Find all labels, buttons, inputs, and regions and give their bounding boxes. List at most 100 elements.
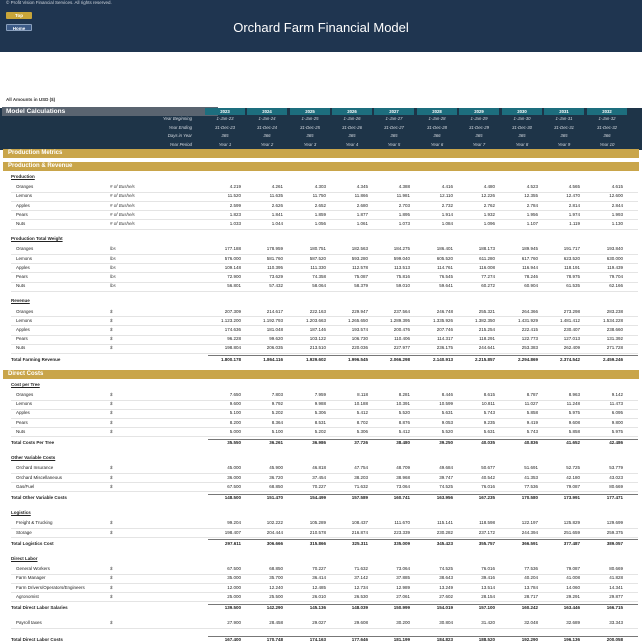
value-cell: 2.844 — [611, 202, 623, 208]
value-cell: 9.053 — [441, 419, 453, 425]
total-value-cell: 181.199 — [393, 637, 410, 643]
row-unit: $ — [110, 620, 113, 626]
value-cell: 27.602 — [439, 593, 453, 599]
value-cell: 1.033 — [229, 221, 241, 226]
value-cell: 244.641 — [478, 345, 495, 351]
value-cell: 227.977 — [393, 345, 410, 351]
year-header: 2023 — [205, 108, 245, 115]
period-cell: 1-Jan-29 — [470, 116, 488, 121]
value-cell: 111.670 — [394, 520, 410, 526]
value-cell: 1.203.663 — [305, 317, 326, 323]
total-value-cell: 170.580 — [521, 495, 538, 500]
value-cell: 204.444 — [266, 529, 283, 535]
value-cell: 57.432 — [269, 283, 283, 289]
total-value-cell: 163.446 — [563, 605, 580, 610]
total-value-cell: 154.019 — [436, 605, 453, 610]
value-cell: 78.246 — [524, 274, 538, 279]
value-cell: 76.545 — [439, 274, 453, 279]
value-cell: 191.717 — [563, 246, 580, 252]
value-cell: 2.762 — [483, 202, 495, 208]
total-value-cell: 200.058 — [606, 637, 623, 643]
period-cell: Year 2 — [260, 141, 274, 147]
value-cell: 71.632 — [354, 483, 368, 489]
value-cell: 62.166 — [609, 283, 623, 289]
value-cell: 7.650 — [229, 392, 241, 397]
value-cell: 2.732 — [441, 202, 453, 208]
value-cell: 630.000 — [606, 255, 623, 261]
top-button[interactable]: Top — [6, 12, 32, 19]
row-unit: $ — [110, 419, 113, 425]
value-cell: 9.800 — [611, 419, 623, 425]
row-unit: $ — [110, 474, 113, 480]
value-cell: 79.087 — [566, 566, 580, 572]
value-cell: 1.895 — [398, 211, 410, 217]
value-cell: 210.578 — [309, 529, 326, 535]
value-cell: 184.275 — [393, 246, 410, 252]
row-label: Orchard Insurance — [16, 465, 54, 471]
total-value-cell: 150.999 — [393, 605, 410, 610]
total-value-cell: 40.836 — [524, 440, 538, 445]
value-cell: 189.945 — [521, 246, 538, 252]
value-cell: 12.226 — [481, 193, 495, 199]
value-cell: 1.859 — [314, 211, 326, 217]
value-cell: 70.227 — [312, 566, 326, 572]
value-cell: 9.600 — [229, 401, 241, 407]
total-value-cell: 325.311 — [351, 540, 368, 546]
total-value-cell: 139.500 — [224, 605, 241, 610]
total-value-cell: 377.487 — [563, 540, 580, 546]
section-subheading: Cost per Tree — [11, 381, 40, 387]
value-cell: 80.669 — [609, 566, 623, 572]
total-value-cell: 355.757 — [478, 540, 495, 546]
value-cell: 246.748 — [436, 308, 453, 314]
value-cell: 5.100 — [271, 428, 283, 434]
row-unit: $ — [110, 428, 113, 434]
value-cell: 623.520 — [563, 255, 580, 261]
value-cell: 29.877 — [609, 593, 623, 599]
total-label: Total Direct Labor Salaries — [11, 605, 68, 610]
row-label: Farm Manager — [16, 575, 46, 581]
total-label: Total Logistics Cost — [11, 540, 54, 546]
value-cell: 1.044 — [271, 221, 283, 226]
value-cell: 39.747 — [439, 474, 453, 480]
period-cell: 31-Dec-23 — [214, 124, 236, 130]
value-cell: 12.240 — [269, 584, 283, 590]
section-subheading: Direct Labor — [11, 556, 38, 561]
total-value-cell: 148.039 — [351, 605, 368, 610]
value-cell: 75.087 — [354, 274, 368, 279]
total-value-cell: 174.163 — [309, 637, 326, 643]
value-cell: 59.641 — [439, 283, 453, 289]
period-cell: 31-Dec-27 — [383, 124, 405, 130]
value-cell: 4.615 — [611, 184, 623, 190]
value-cell: 1.382.350 — [474, 317, 495, 323]
value-cell: 10.188 — [354, 401, 368, 407]
value-cell: 576.000 — [224, 255, 241, 261]
total-value-cell: 177.471 — [606, 495, 623, 500]
value-cell: 67.500 — [227, 483, 241, 489]
total-value-cell: 1.996.545 — [347, 356, 368, 362]
value-cell: 58.379 — [354, 283, 368, 289]
value-cell: 9.142 — [611, 392, 623, 397]
total-value-cell: 389.057 — [606, 540, 623, 546]
value-cell: 45.000 — [227, 465, 241, 471]
value-cell: 29.608 — [354, 620, 368, 626]
year-header: 2032 — [587, 108, 627, 115]
value-cell: 29.291 — [566, 593, 580, 599]
year-header: 2026 — [332, 108, 372, 115]
value-cell: 9.235 — [483, 419, 495, 425]
row-unit: $ — [110, 575, 113, 581]
value-cell: 5.100 — [229, 410, 241, 416]
value-cell: 32.048 — [524, 620, 538, 626]
value-cell: 56.801 — [227, 283, 241, 289]
home-button[interactable]: Home — [6, 24, 32, 31]
value-cell: 198.407 — [224, 529, 241, 535]
year-header: 2029 — [459, 108, 499, 115]
top-banner: © Profit Vision Financial Services. All … — [0, 0, 642, 52]
value-cell: 77.536 — [524, 566, 538, 572]
value-cell: 35.000 — [227, 575, 241, 581]
value-cell: 72.900 — [227, 274, 241, 279]
value-cell: 77.274 — [481, 274, 495, 279]
value-cell: 216.874 — [351, 529, 368, 535]
value-cell: 76.016 — [481, 483, 495, 489]
value-cell: 40.542 — [481, 474, 495, 480]
total-value-cell: 142.290 — [266, 605, 283, 610]
